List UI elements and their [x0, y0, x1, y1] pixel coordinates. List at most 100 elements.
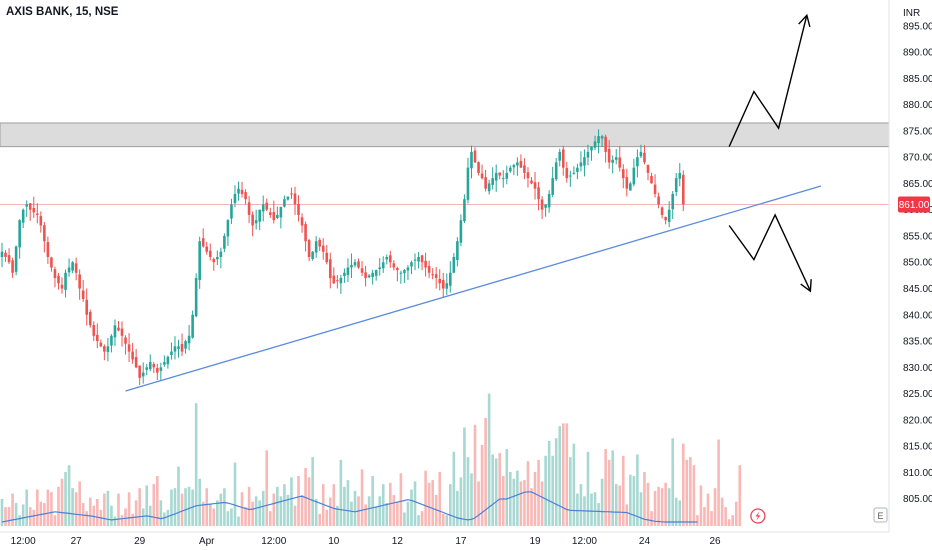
candle[interactable]: [590, 146, 593, 161]
candle[interactable]: [208, 243, 212, 261]
candle[interactable]: [410, 260, 413, 275]
projection-up-path[interactable]: [728, 15, 808, 147]
candle[interactable]: [247, 195, 251, 224]
candle[interactable]: [300, 213, 304, 233]
candle[interactable]: [367, 274, 371, 279]
candle[interactable]: [32, 196, 36, 218]
candle[interactable]: [505, 165, 509, 185]
candle[interactable]: [424, 252, 427, 277]
candle[interactable]: [265, 198, 269, 212]
candle[interactable]: [509, 165, 512, 173]
candle[interactable]: [569, 170, 572, 187]
candle[interactable]: [81, 279, 85, 302]
candle[interactable]: [629, 181, 632, 191]
candle[interactable]: [145, 363, 149, 376]
candle[interactable]: [336, 274, 339, 289]
candle[interactable]: [268, 207, 272, 218]
candle[interactable]: [50, 256, 53, 272]
candle[interactable]: [321, 238, 325, 260]
candle[interactable]: [339, 274, 343, 294]
candle[interactable]: [148, 354, 152, 372]
candle[interactable]: [547, 190, 551, 213]
candle[interactable]: [537, 181, 540, 211]
candle[interactable]: [350, 253, 353, 278]
candle[interactable]: [438, 269, 442, 291]
candle[interactable]: [558, 148, 562, 167]
candle[interactable]: [678, 163, 682, 187]
support-trendline[interactable]: [125, 185, 822, 392]
lightning-icon[interactable]: [750, 508, 766, 524]
candle[interactable]: [290, 187, 293, 199]
candle[interactable]: [60, 277, 64, 294]
candle[interactable]: [621, 164, 625, 189]
candles[interactable]: [0, 129, 685, 385]
candle[interactable]: [667, 201, 671, 228]
candle[interactable]: [124, 335, 127, 355]
candle[interactable]: [389, 250, 392, 268]
candle[interactable]: [459, 214, 463, 247]
candle[interactable]: [396, 266, 399, 282]
candle[interactable]: [360, 261, 364, 277]
candle[interactable]: [244, 189, 247, 205]
candle[interactable]: [466, 157, 470, 204]
candle[interactable]: [110, 334, 113, 353]
candle[interactable]: [279, 206, 283, 229]
candle[interactable]: [14, 245, 18, 276]
plot-area[interactable]: [0, 13, 889, 526]
candle[interactable]: [4, 250, 7, 262]
candle[interactable]: [681, 170, 685, 212]
candle[interactable]: [664, 216, 667, 225]
candle[interactable]: [427, 260, 431, 279]
candle[interactable]: [170, 342, 173, 360]
candle[interactable]: [166, 355, 170, 369]
candle[interactable]: [205, 241, 209, 255]
candle[interactable]: [311, 251, 314, 261]
candle[interactable]: [607, 140, 611, 169]
candle[interactable]: [212, 257, 216, 271]
candle[interactable]: [512, 163, 516, 176]
projection-down-path[interactable]: [728, 213, 812, 292]
candle[interactable]: [463, 194, 466, 224]
candle[interactable]: [11, 257, 14, 278]
candle[interactable]: [92, 321, 96, 342]
candle[interactable]: [131, 342, 134, 364]
candle[interactable]: [159, 362, 163, 381]
candle[interactable]: [494, 164, 498, 192]
candle[interactable]: [57, 273, 60, 290]
candle[interactable]: [586, 144, 590, 166]
candle[interactable]: [378, 258, 382, 276]
candle[interactable]: [611, 155, 614, 174]
candle[interactable]: [357, 258, 360, 269]
candle[interactable]: [639, 144, 643, 159]
events-icon[interactable]: E: [873, 507, 888, 523]
candle[interactable]: [191, 310, 194, 339]
candle[interactable]: [650, 172, 653, 184]
candle[interactable]: [498, 172, 502, 180]
candle[interactable]: [449, 261, 452, 293]
candle[interactable]: [561, 145, 565, 176]
candle[interactable]: [307, 238, 311, 262]
candle[interactable]: [593, 135, 597, 151]
candle[interactable]: [371, 269, 374, 285]
candle[interactable]: [403, 269, 406, 283]
candle[interactable]: [392, 260, 396, 271]
candle[interactable]: [201, 228, 205, 248]
candle[interactable]: [103, 344, 106, 361]
candle[interactable]: [526, 167, 530, 188]
candle[interactable]: [406, 265, 410, 280]
candle[interactable]: [646, 164, 650, 181]
candle[interactable]: [572, 166, 576, 175]
candle[interactable]: [597, 129, 600, 154]
candle[interactable]: [674, 172, 678, 197]
candle[interactable]: [18, 219, 21, 259]
candle[interactable]: [0, 242, 4, 268]
candle[interactable]: [431, 268, 434, 280]
candle[interactable]: [501, 170, 505, 188]
candle[interactable]: [583, 149, 586, 177]
candle[interactable]: [473, 147, 477, 163]
candle[interactable]: [643, 145, 646, 165]
candle[interactable]: [604, 134, 607, 163]
candle[interactable]: [618, 146, 622, 172]
